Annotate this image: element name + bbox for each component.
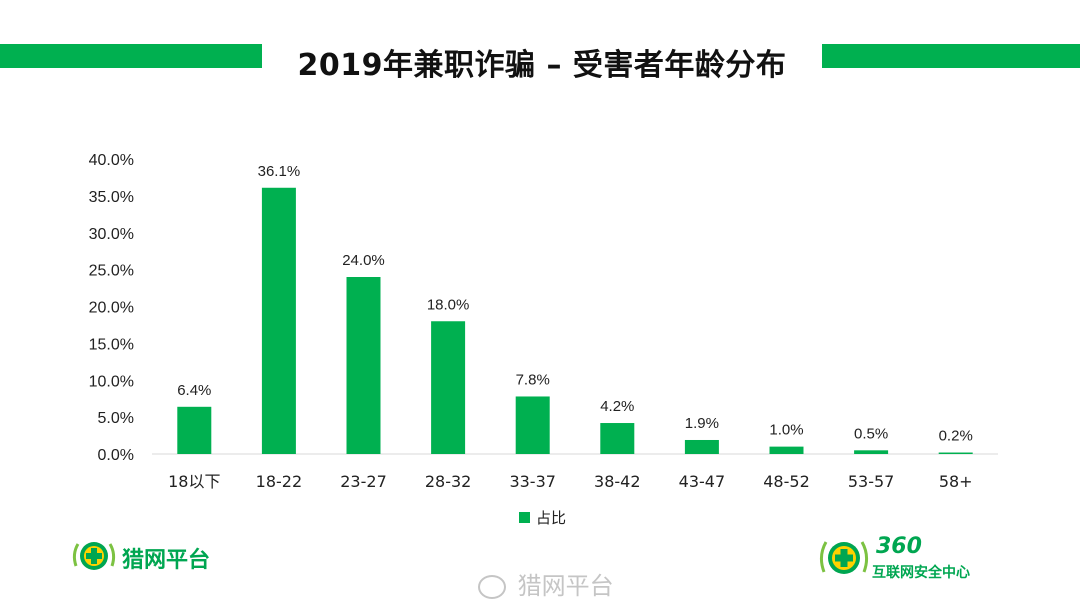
liewang-shield-icon xyxy=(72,542,116,570)
x-tick-label: 18-22 xyxy=(256,472,303,491)
x-tick-label: 28-32 xyxy=(425,472,472,491)
title-band-right xyxy=(822,44,1080,68)
data-label: 6.4% xyxy=(177,382,211,399)
x-tick-label: 38-42 xyxy=(594,472,641,491)
x-tick-label: 18以下 xyxy=(168,472,220,491)
y-tick-label: 25.0% xyxy=(89,263,134,280)
y-tick-label: 30.0% xyxy=(89,226,134,243)
x-tick-label: 43-47 xyxy=(679,472,726,491)
360-logo-number: 360 xyxy=(876,534,922,559)
liewang-logo-text: 猎网平台 xyxy=(122,548,211,573)
data-label: 36.1% xyxy=(258,163,301,180)
360-shield-icon xyxy=(819,541,869,574)
data-label: 7.8% xyxy=(516,371,550,388)
weibo-icon xyxy=(478,575,506,599)
data-label: 18.0% xyxy=(427,296,470,313)
bar-chart: 0.0% 5.0% 10.0% 15.0% 20.0% 25.0% 30.0% 35.0% 40… xyxy=(89,152,998,527)
legend-swatch xyxy=(519,512,530,523)
x-tick-label: 48-52 xyxy=(763,472,810,491)
bar xyxy=(600,423,635,454)
bar xyxy=(261,187,296,454)
page-title: 2019年兼职诈骗 – 受害者年龄分布 xyxy=(297,48,787,83)
y-tick-label: 0.0% xyxy=(98,447,134,464)
x-tick-label: 58+ xyxy=(939,472,973,491)
data-label: 1.9% xyxy=(685,415,719,432)
data-label: 24.0% xyxy=(342,252,385,269)
x-tick-label: 33-37 xyxy=(509,472,556,491)
y-tick-label: 35.0% xyxy=(89,189,134,206)
bar xyxy=(515,396,550,454)
bar xyxy=(346,277,381,454)
bar xyxy=(684,439,719,454)
360-logo: 360 互联网安全中心 xyxy=(818,534,1008,582)
y-tick-label: 15.0% xyxy=(89,336,134,353)
data-label: 0.5% xyxy=(854,425,888,442)
data-label: 0.2% xyxy=(939,428,973,445)
liewang-logo: 猎网平台 xyxy=(70,536,245,576)
y-tick-label: 5.0% xyxy=(98,410,134,427)
title-band-left xyxy=(0,44,262,68)
y-tick-label: 10.0% xyxy=(89,373,134,390)
bar xyxy=(938,452,973,454)
data-label: 4.2% xyxy=(600,398,634,415)
bar xyxy=(769,446,804,454)
data-label: 1.0% xyxy=(769,422,803,439)
360-logo-text: 互联网安全中心 xyxy=(872,565,970,581)
bar xyxy=(431,321,466,454)
y-tick-label: 20.0% xyxy=(89,300,134,317)
legend-label: 占比 xyxy=(536,509,566,527)
y-tick-label: 40.0% xyxy=(89,152,134,169)
watermark: 猎网平台 xyxy=(478,566,614,601)
x-tick-label: 53-57 xyxy=(848,472,895,491)
bar xyxy=(854,450,889,454)
x-tick-label: 23-27 xyxy=(340,472,387,491)
bar xyxy=(177,406,212,454)
watermark-text: 猎网平台 xyxy=(517,572,614,600)
